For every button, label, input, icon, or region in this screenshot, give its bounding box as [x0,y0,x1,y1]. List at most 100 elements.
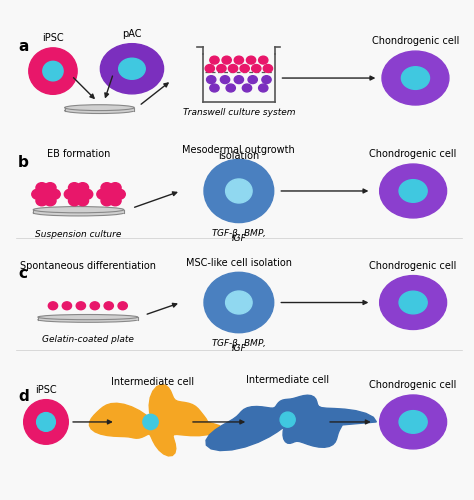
Ellipse shape [101,196,113,206]
Ellipse shape [48,189,60,200]
Text: iPSC: iPSC [42,33,64,43]
Ellipse shape [222,56,231,64]
Text: Chondrogenic cell: Chondrogenic cell [369,150,457,160]
Ellipse shape [204,160,273,222]
Text: Gelatin-coated plate: Gelatin-coated plate [42,335,134,344]
Ellipse shape [97,189,109,200]
Ellipse shape [33,210,124,216]
Ellipse shape [81,189,93,200]
Text: b: b [18,154,29,170]
Ellipse shape [234,56,244,64]
Text: Transwell culture system: Transwell culture system [182,108,295,117]
Ellipse shape [104,302,113,310]
Ellipse shape [38,314,138,320]
Ellipse shape [399,410,427,434]
Ellipse shape [36,182,48,192]
Ellipse shape [38,187,54,202]
Ellipse shape [36,196,48,206]
Ellipse shape [226,179,252,203]
Ellipse shape [71,187,86,202]
Ellipse shape [248,76,257,84]
Text: $TGF$-$\beta$, $BMP$,: $TGF$-$\beta$, $BMP$, [211,227,266,240]
Ellipse shape [252,64,261,72]
Ellipse shape [280,412,295,427]
Text: IGF: IGF [231,344,246,354]
Ellipse shape [100,44,164,94]
Ellipse shape [29,48,77,94]
Ellipse shape [246,56,255,64]
Ellipse shape [240,64,249,72]
Ellipse shape [64,104,134,110]
Ellipse shape [382,51,449,105]
Text: Chondrogenic cell: Chondrogenic cell [369,261,457,271]
Ellipse shape [45,196,56,206]
Ellipse shape [220,76,230,84]
Ellipse shape [101,182,113,192]
Ellipse shape [259,56,268,64]
Ellipse shape [242,84,252,92]
Ellipse shape [64,108,134,114]
Ellipse shape [64,189,76,200]
Text: Spontaneous differentiation: Spontaneous differentiation [20,261,156,271]
Ellipse shape [109,196,121,206]
Ellipse shape [143,414,158,430]
Ellipse shape [43,62,63,81]
Ellipse shape [118,58,145,80]
Text: Mesodermal outgrowth: Mesodermal outgrowth [182,144,295,154]
Ellipse shape [77,182,89,192]
Text: Suspension culture: Suspension culture [36,230,122,239]
Ellipse shape [204,272,273,332]
Ellipse shape [77,196,89,206]
Text: d: d [18,390,29,404]
Ellipse shape [38,317,138,322]
Ellipse shape [226,84,236,92]
Ellipse shape [226,291,252,314]
Ellipse shape [217,64,226,72]
Text: c: c [18,266,27,281]
Ellipse shape [401,66,429,90]
Ellipse shape [399,291,427,314]
Ellipse shape [380,164,447,218]
Ellipse shape [62,302,72,310]
Ellipse shape [76,302,85,310]
Ellipse shape [24,400,68,444]
Ellipse shape [33,206,124,213]
Ellipse shape [380,395,447,449]
Text: pAC: pAC [122,28,142,38]
Text: Chondrogenic cell: Chondrogenic cell [372,36,459,46]
Text: a: a [18,38,28,54]
Text: Chondrogenic cell: Chondrogenic cell [369,380,457,390]
Text: Intermediate cell: Intermediate cell [111,377,194,387]
Ellipse shape [259,84,268,92]
Ellipse shape [234,76,244,84]
Text: $TGF$-$\beta$, $BMP$,: $TGF$-$\beta$, $BMP$, [211,338,266,350]
Ellipse shape [210,56,219,64]
Ellipse shape [207,76,216,84]
Ellipse shape [114,189,125,200]
Text: IGF: IGF [231,234,246,243]
Ellipse shape [118,302,128,310]
Ellipse shape [45,182,56,192]
Polygon shape [206,395,376,450]
Text: Intermediate cell: Intermediate cell [246,375,329,385]
Ellipse shape [103,187,118,202]
Ellipse shape [36,412,55,432]
Ellipse shape [380,276,447,330]
Ellipse shape [228,64,237,72]
Ellipse shape [68,182,80,192]
Text: MSC-like cell isolation: MSC-like cell isolation [186,258,292,268]
Ellipse shape [68,196,80,206]
Ellipse shape [263,64,273,72]
Ellipse shape [262,76,271,84]
Polygon shape [90,384,220,456]
Ellipse shape [109,182,121,192]
Polygon shape [33,210,124,213]
Polygon shape [38,317,138,320]
Text: EB formation: EB formation [47,150,110,160]
Polygon shape [64,108,134,110]
Ellipse shape [399,180,427,203]
Ellipse shape [48,302,58,310]
Ellipse shape [205,64,214,72]
Ellipse shape [90,302,100,310]
Text: isolation: isolation [218,151,259,161]
